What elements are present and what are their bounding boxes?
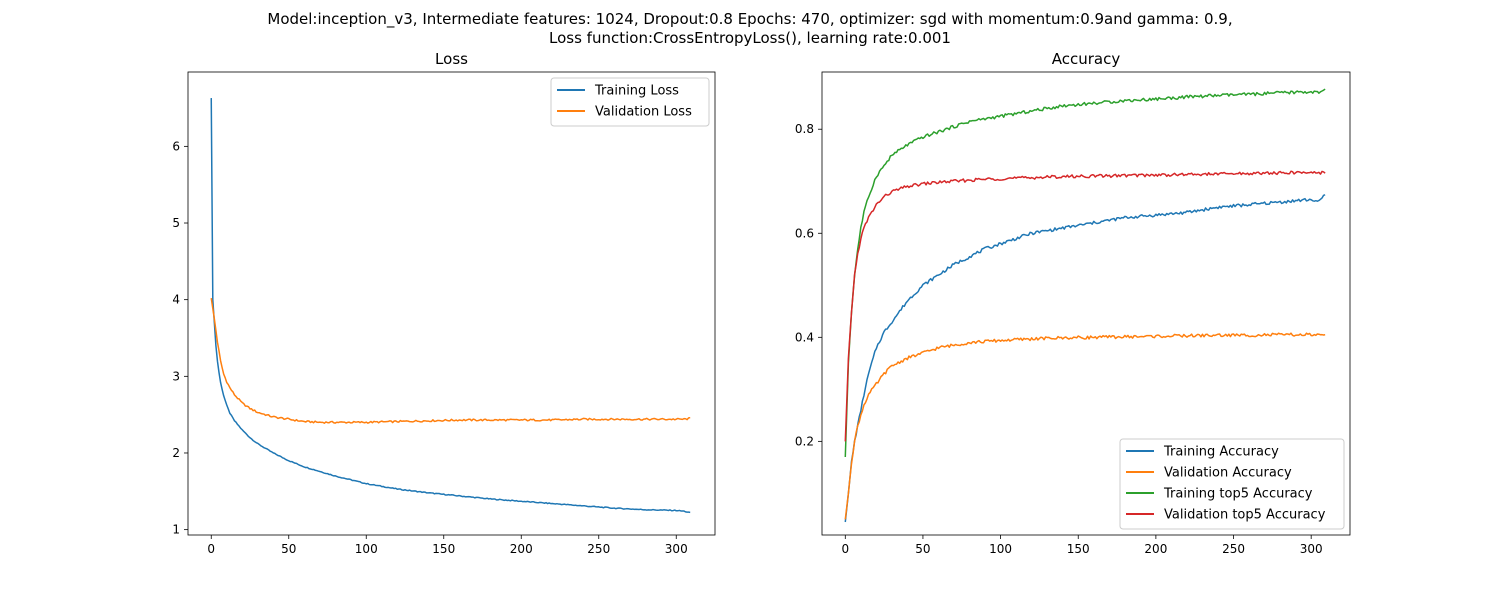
- accuracy-series-line-3: [844, 88, 1326, 457]
- accuracy-y-tick-label: 0.2: [795, 434, 814, 448]
- accuracy-series-line-2: [844, 332, 1326, 520]
- accuracy-x-tick-label: 250: [1222, 542, 1245, 556]
- accuracy-series-line-1: [844, 194, 1326, 523]
- figure-suptitle-line1: Model:inception_v3, Intermediate feature…: [267, 10, 1233, 28]
- accuracy-x-tick-label: 200: [1144, 542, 1167, 556]
- loss-x-tick-label: 100: [355, 542, 378, 556]
- accuracy-legend: Training Accuracy Validation Accuracy Trai…: [1119, 438, 1345, 530]
- loss-y-tick-label: 3: [172, 369, 180, 383]
- loss-x-tick-label: 200: [510, 542, 533, 556]
- loss-y-tick-label: 5: [172, 216, 180, 230]
- loss-y-tick-label: 6: [172, 139, 180, 153]
- accuracy-axes: Accuracy 0 50 100 150 200 250 300 0.2 0.4 0.6 0.8 Tr…: [795, 50, 1351, 556]
- loss-x-tick-label: 250: [587, 542, 610, 556]
- loss-y-tick-label: 4: [172, 293, 180, 307]
- accuracy-x-tick-label: 50: [915, 542, 930, 556]
- accuracy-y-tick-label: 0.4: [795, 330, 814, 344]
- accuracy-x-tick-label: 150: [1067, 542, 1090, 556]
- loss-legend-label: Training Loss: [594, 84, 679, 99]
- accuracy-legend-box: [1119, 438, 1345, 530]
- accuracy-axes-frame: [821, 71, 1351, 536]
- accuracy-legend-label: Validation Accuracy: [1164, 466, 1292, 481]
- accuracy-legend-label: Training Accuracy: [1163, 445, 1279, 460]
- accuracy-legend-label: Validation top5 Accuracy: [1164, 508, 1326, 523]
- loss-legend-label: Validation Loss: [595, 105, 692, 120]
- loss-y-tick-label: 1: [172, 523, 180, 537]
- accuracy-x-tick-label: 100: [989, 542, 1012, 556]
- accuracy-y-tick-label: 0.8: [795, 122, 814, 136]
- loss-axes-frame: [187, 71, 716, 536]
- accuracy-x-tick-label: 0: [841, 542, 849, 556]
- loss-x-tick-label: 300: [665, 542, 688, 556]
- loss-legend-box: [550, 77, 710, 127]
- loss-series-line-2: [210, 298, 691, 424]
- accuracy-y-tick-label: 0.6: [795, 226, 814, 240]
- accuracy-legend-label: Training top5 Accuracy: [1163, 487, 1313, 502]
- loss-x-tick-label: 0: [207, 542, 215, 556]
- accuracy-x-tick-label: 300: [1300, 542, 1323, 556]
- accuracy-series-line-4: [844, 170, 1326, 442]
- loss-x-tick-label: 50: [281, 542, 296, 556]
- loss-axes: Loss 0 50 100 150 200 250 300 1 2 3 4 5 6 Training Los…: [172, 50, 716, 556]
- accuracy-chart-title: Accuracy: [1052, 50, 1121, 68]
- figure-suptitle-line2: Loss function:CrossEntropyLoss(), learni…: [549, 29, 951, 47]
- loss-series-line-1: [210, 98, 691, 514]
- loss-legend: Training Loss Validation Loss: [550, 77, 710, 127]
- loss-x-tick-label: 150: [432, 542, 455, 556]
- loss-y-tick-label: 2: [172, 446, 180, 460]
- loss-chart-title: Loss: [435, 50, 468, 68]
